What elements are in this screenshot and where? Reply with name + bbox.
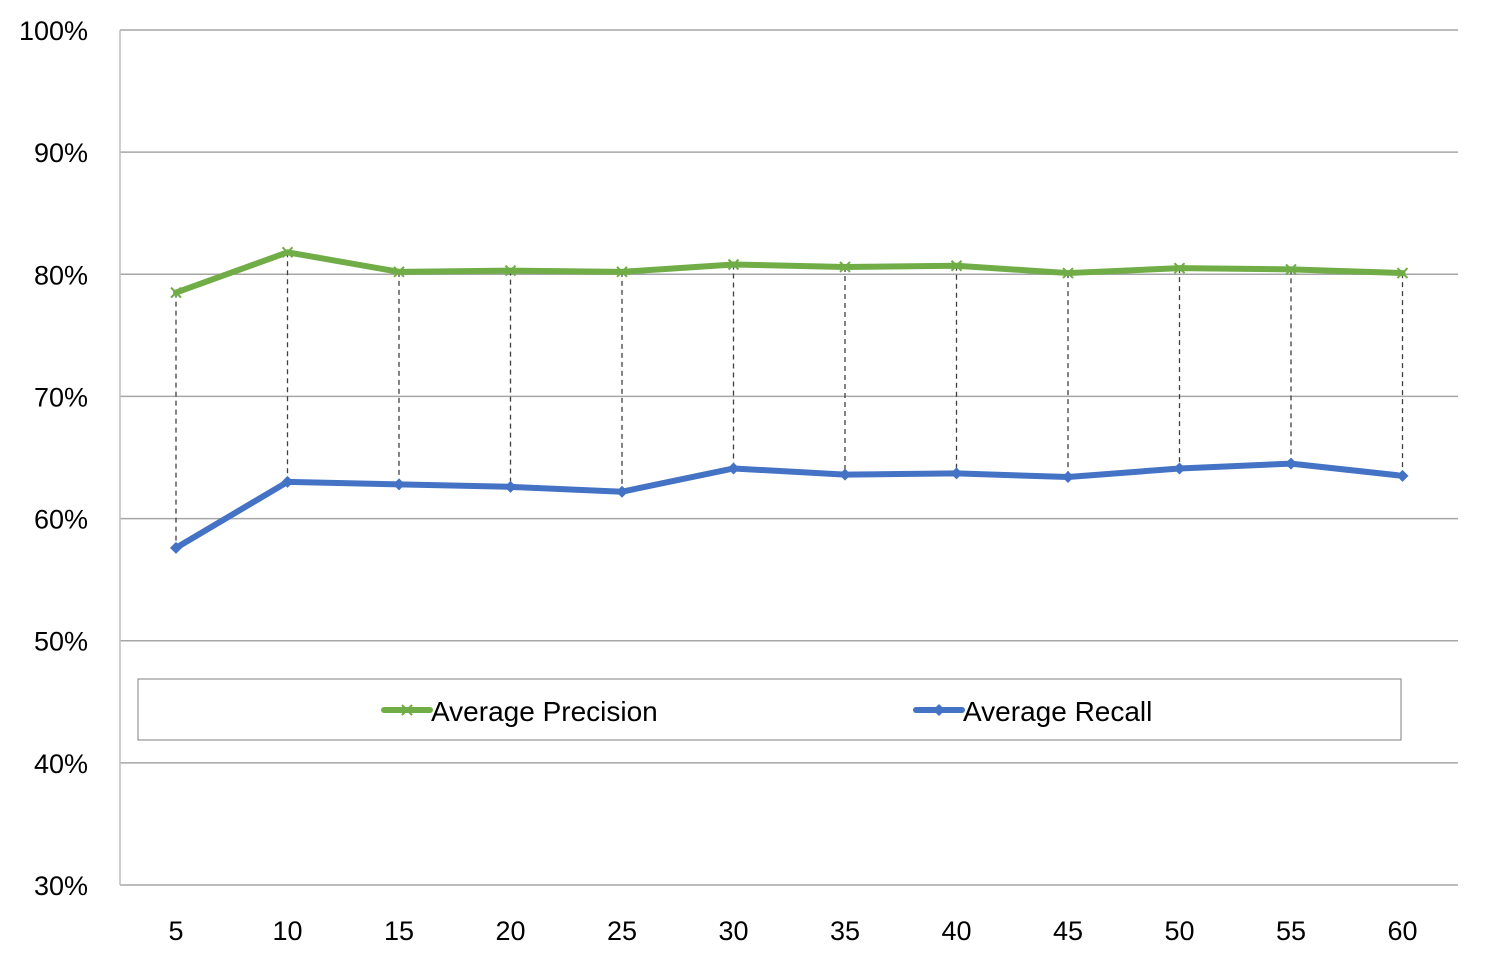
data-point [170, 286, 182, 299]
x-tick-label: 30 [718, 916, 748, 946]
x-tick-label: 50 [1164, 916, 1194, 946]
legend-item: Average Recall [913, 696, 1152, 727]
series-layer [170, 246, 1409, 554]
data-point [727, 462, 740, 475]
data-point [393, 266, 405, 278]
data-point [1396, 469, 1409, 482]
y-tick-label: 80% [34, 260, 88, 290]
legend-marker [933, 704, 945, 716]
x-tick-label: 25 [607, 916, 637, 946]
y-tick-label: 30% [34, 871, 88, 901]
x-tick-label: 10 [272, 916, 302, 946]
y-tick-label: 60% [34, 505, 88, 535]
x-tick-label: 40 [941, 916, 971, 946]
data-point [1173, 462, 1186, 475]
data-point [281, 246, 294, 259]
data-point [1173, 262, 1186, 274]
data-point [1285, 263, 1297, 276]
y-tick-label: 90% [34, 138, 88, 168]
y-tick-label: 100% [19, 16, 88, 46]
x-tick-label: 5 [168, 916, 183, 946]
data-point [839, 261, 851, 273]
x-tick-label: 20 [495, 916, 525, 946]
legend-box [137, 678, 1402, 741]
data-point [504, 264, 517, 277]
data-point [839, 468, 851, 481]
y-axis-ticks: 30% 40% 50% 60% 70% 80% 90% 100% [19, 16, 88, 901]
y-tick-label: 50% [34, 627, 88, 657]
data-point [1396, 267, 1409, 279]
data-point [616, 485, 628, 498]
data-point [1062, 267, 1074, 279]
data-point [170, 541, 182, 554]
x-tick-label: 35 [830, 916, 860, 946]
legend: Average Precision Average Recall [137, 678, 1402, 741]
data-point [950, 260, 963, 272]
legend-label: Average Recall [963, 696, 1152, 727]
data-point [393, 478, 405, 491]
x-tick-label: 45 [1053, 916, 1083, 946]
series-line [173, 249, 1406, 296]
x-tick-label: 60 [1387, 916, 1417, 946]
series-line [173, 460, 1406, 551]
data-point [616, 266, 628, 278]
series-0 [170, 246, 1409, 299]
data-point [1285, 457, 1297, 470]
data-point [1062, 471, 1074, 484]
drop-lines [175, 252, 1404, 548]
y-tick-label: 40% [34, 749, 88, 779]
data-point [727, 258, 740, 271]
legend-item: Average Precision [381, 696, 658, 727]
x-axis-ticks: 5 10 15 20 25 30 35 40 45 50 55 60 [168, 916, 1417, 946]
legend-label: Average Precision [431, 696, 658, 727]
gridlines [120, 29, 1458, 886]
data-point [281, 475, 294, 488]
x-tick-label: 55 [1276, 916, 1306, 946]
x-tick-label: 15 [384, 916, 414, 946]
legend-marker [401, 704, 413, 716]
data-point [504, 480, 517, 493]
data-point [950, 467, 963, 480]
series-1 [170, 457, 1409, 554]
y-tick-label: 70% [34, 382, 88, 412]
